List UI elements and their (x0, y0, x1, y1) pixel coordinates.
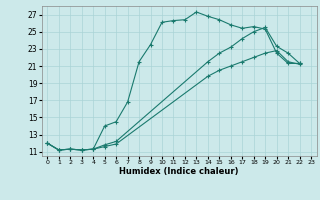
X-axis label: Humidex (Indice chaleur): Humidex (Indice chaleur) (119, 167, 239, 176)
